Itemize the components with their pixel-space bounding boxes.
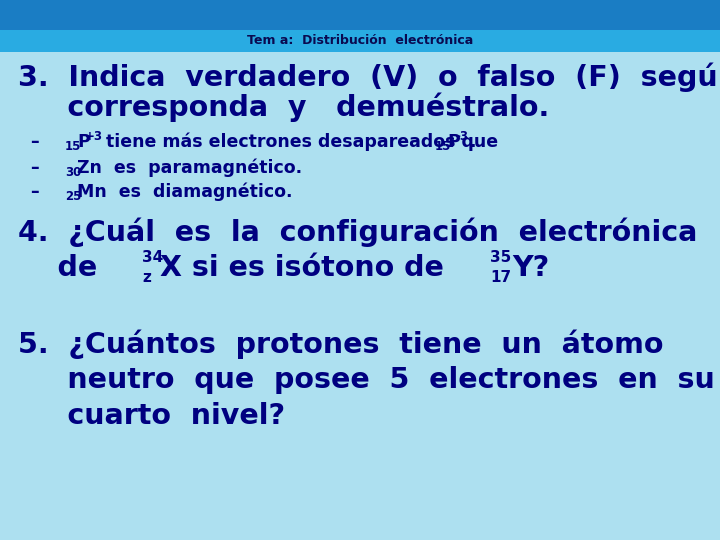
- Text: cuarto  nivel?: cuarto nivel?: [18, 402, 285, 430]
- Text: z: z: [142, 271, 151, 286]
- Text: Zn  es  paramagnético.: Zn es paramagnético.: [77, 159, 302, 177]
- Text: X si es isótono de: X si es isótono de: [160, 254, 454, 282]
- Text: 4.  ¿Cuál  es  la  configuración  electrónica: 4. ¿Cuál es la configuración electrónica: [18, 217, 698, 247]
- Text: 5.  ¿Cuántos  protones  tiene  un  átomo: 5. ¿Cuántos protones tiene un átomo: [18, 329, 664, 359]
- Text: corresponda  y   demuéstralo.: corresponda y demuéstralo.: [18, 92, 549, 122]
- Text: de: de: [18, 254, 107, 282]
- Text: tiene más electrones desapareados que: tiene más electrones desapareados que: [100, 133, 504, 151]
- Text: Y?: Y?: [512, 254, 549, 282]
- Text: P: P: [77, 133, 90, 151]
- Text: 3.  Indica  verdadero  (V)  o  falso  (F)  según: 3. Indica verdadero (V) o falso (F) segú…: [18, 62, 720, 92]
- Text: 30: 30: [65, 165, 81, 179]
- Text: 35: 35: [490, 251, 511, 266]
- Bar: [0, 30, 720, 52]
- Text: –: –: [30, 183, 39, 201]
- Text: –: –: [30, 133, 39, 151]
- Text: 25: 25: [65, 190, 81, 202]
- Text: +3: +3: [85, 131, 103, 144]
- Text: 15: 15: [435, 139, 451, 152]
- Bar: [0, 0, 720, 30]
- Text: Tem a:  Distribución  electrónica: Tem a: Distribución electrónica: [247, 35, 473, 48]
- Text: 15: 15: [65, 139, 81, 152]
- Text: 17: 17: [490, 271, 511, 286]
- Text: 34: 34: [142, 251, 163, 266]
- Text: neutro  que  posee  5  electrones  en  su: neutro que posee 5 electrones en su: [18, 366, 715, 394]
- Text: Mn  es  diamagnético.: Mn es diamagnético.: [77, 183, 292, 201]
- Text: .: .: [469, 133, 475, 151]
- Text: P: P: [447, 133, 460, 151]
- Text: -3: -3: [455, 131, 468, 144]
- Text: –: –: [30, 159, 39, 177]
